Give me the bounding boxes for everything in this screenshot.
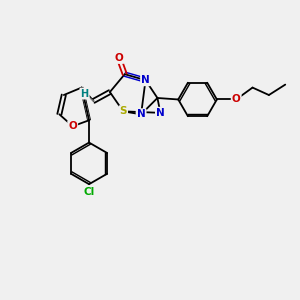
Text: H: H — [80, 88, 89, 98]
Text: N: N — [156, 108, 165, 118]
Text: N: N — [141, 75, 150, 85]
Text: S: S — [119, 106, 127, 116]
Text: Cl: Cl — [83, 187, 95, 196]
Text: O: O — [114, 53, 123, 63]
Text: O: O — [232, 94, 241, 104]
Text: N: N — [137, 109, 146, 119]
Text: O: O — [68, 121, 77, 131]
